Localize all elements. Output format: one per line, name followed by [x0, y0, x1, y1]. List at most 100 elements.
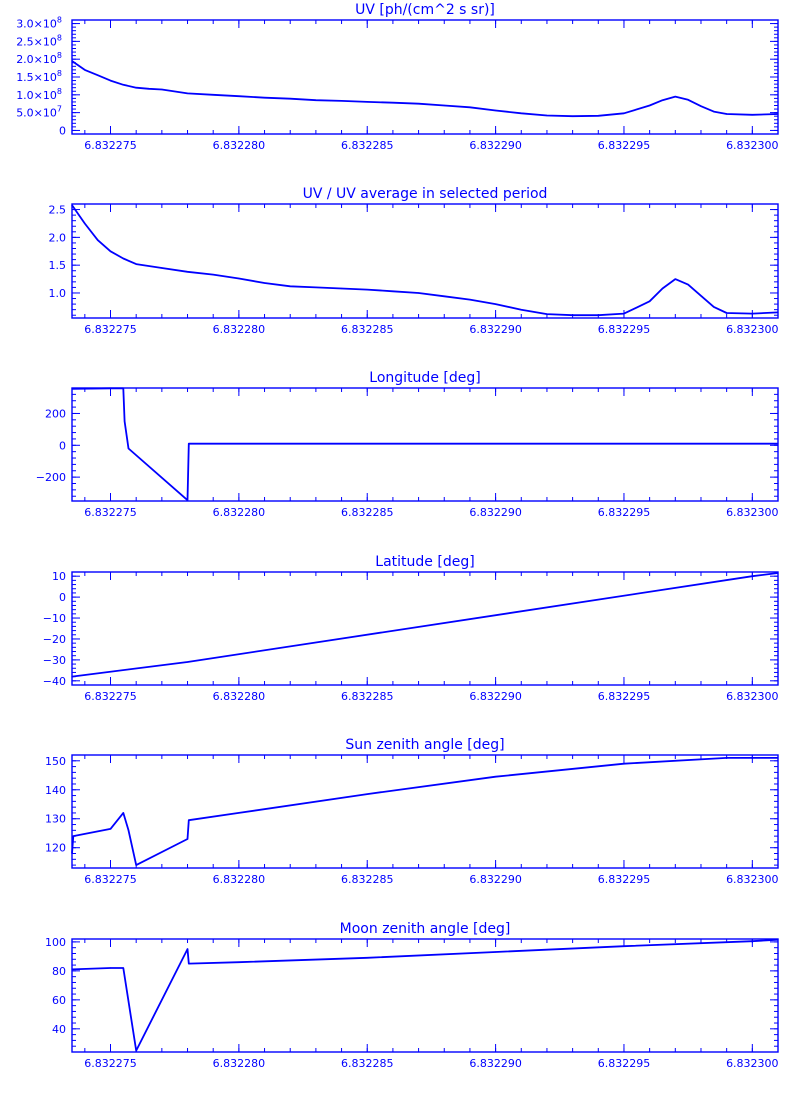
- data-point: [674, 278, 676, 280]
- y-tick-label: 200: [45, 407, 66, 420]
- series-line-1: [71, 204, 779, 317]
- data-point: [186, 838, 189, 840]
- data-point: [263, 97, 266, 99]
- data-point: [777, 939, 779, 941]
- data-point: [122, 257, 124, 260]
- x-tick-label: 6.832290: [469, 873, 522, 886]
- y-tick-label: 120: [45, 842, 66, 855]
- data-point: [623, 763, 625, 765]
- data-point: [777, 113, 779, 115]
- y-tick-label: 1.0: [49, 287, 67, 300]
- y-tick-label: 10: [52, 570, 66, 583]
- data-point: [726, 757, 728, 759]
- data-point: [188, 963, 190, 965]
- data-point: [687, 99, 689, 101]
- data-point: [392, 102, 394, 104]
- data-point: [366, 957, 368, 959]
- y-tick-label: 130: [45, 813, 66, 826]
- y-tick-label: 2.0: [49, 231, 67, 244]
- data-point: [161, 267, 163, 269]
- data-point: [495, 303, 497, 305]
- data-point: [186, 271, 189, 273]
- data-point: [597, 115, 599, 117]
- y-tick-label: 2.0×108: [16, 51, 62, 66]
- y-tick-label: 140: [45, 784, 66, 797]
- x-tick-label: 6.832300: [726, 873, 779, 886]
- y-tick-label: −10: [43, 612, 66, 625]
- data-point: [469, 106, 471, 108]
- data-point: [84, 69, 86, 71]
- data-point: [751, 443, 753, 445]
- x-tick-label: 6.832295: [598, 873, 651, 886]
- data-point: [597, 314, 599, 316]
- data-point: [572, 314, 574, 316]
- data-point: [713, 111, 715, 113]
- data-point: [122, 387, 124, 389]
- x-tick-label: 6.832285: [341, 323, 394, 336]
- chart-panel-2: UV / UV average in selected period 6.8322…: [49, 186, 779, 336]
- x-tick-label: 6.832300: [726, 139, 779, 152]
- data-point: [700, 105, 702, 107]
- x-tick-label: 6.832290: [469, 139, 522, 152]
- data-point: [72, 835, 74, 837]
- data-point: [777, 757, 779, 759]
- data-point: [469, 299, 471, 301]
- data-point: [649, 300, 651, 302]
- data-point: [109, 387, 112, 389]
- x-tick-label: 6.832285: [341, 690, 394, 703]
- data-point: [623, 945, 625, 947]
- x-tick-label: 6.832280: [213, 506, 266, 519]
- y-tick-label: 2.5: [49, 204, 67, 217]
- data-point: [661, 287, 664, 290]
- data-point: [238, 95, 240, 97]
- data-point: [418, 103, 420, 105]
- chart-title: Moon zenith angle [deg]: [340, 921, 511, 937]
- x-tick-label: 6.832275: [84, 690, 137, 703]
- data-point: [188, 819, 190, 821]
- data-point: [726, 113, 728, 115]
- data-point: [418, 292, 420, 294]
- x-tick-label: 6.832300: [726, 506, 779, 519]
- series-line-1: [71, 757, 778, 866]
- data-point: [649, 104, 651, 107]
- data-point: [71, 204, 73, 206]
- y-tick-label: 3.0×108: [16, 16, 62, 31]
- data-point: [109, 80, 112, 82]
- data-point: [289, 98, 291, 100]
- data-point: [443, 104, 445, 107]
- x-tick-label: 6.832300: [726, 1057, 779, 1070]
- data-point: [443, 295, 445, 297]
- data-point: [186, 499, 189, 501]
- data-point: [109, 828, 112, 830]
- chart-panel-4: Latitude [deg] 6.832275 6.832280 6.832285 6.…: [43, 554, 779, 703]
- series-line-1: [71, 60, 779, 118]
- x-tick-label: 6.832275: [84, 323, 137, 336]
- data-point: [212, 94, 214, 96]
- data-point: [751, 313, 753, 315]
- y-tick-label: 1.5×108: [16, 69, 62, 84]
- data-point: [289, 285, 291, 287]
- data-point: [777, 443, 779, 445]
- data-point: [238, 812, 240, 814]
- data-point: [135, 87, 137, 89]
- chart-title: Latitude [deg]: [375, 554, 474, 570]
- data-point: [212, 274, 214, 276]
- y-tick-label: 1.5: [49, 259, 67, 272]
- y-tick-label: 80: [52, 965, 66, 978]
- data-point: [392, 290, 394, 292]
- data-point: [148, 88, 150, 90]
- data-point: [661, 99, 664, 101]
- data-point: [751, 575, 753, 577]
- data-point: [186, 661, 189, 663]
- data-point: [263, 282, 266, 284]
- data-point: [366, 289, 368, 291]
- data-point: [713, 306, 715, 308]
- x-tick-label: 6.832275: [84, 506, 137, 519]
- x-tick-label: 6.832280: [213, 690, 266, 703]
- data-point: [366, 793, 368, 795]
- y-tick-label: 0: [59, 124, 66, 137]
- data-point: [71, 676, 73, 678]
- data-point: [520, 112, 522, 114]
- data-point: [238, 961, 240, 963]
